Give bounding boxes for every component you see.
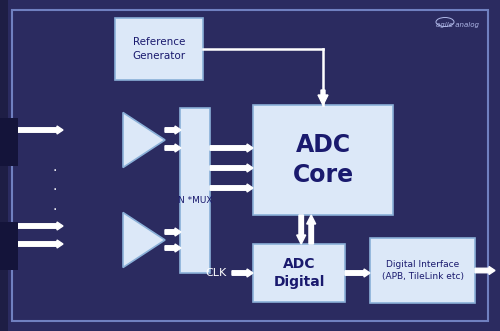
Bar: [253, 244, 345, 302]
Text: Digital Interface
(APB, TileLink etc): Digital Interface (APB, TileLink etc): [382, 260, 464, 281]
Text: agile analog: agile analog: [436, 22, 480, 28]
Polygon shape: [123, 113, 165, 167]
Text: ADC
Core: ADC Core: [292, 133, 354, 187]
Bar: [180, 108, 210, 273]
Polygon shape: [210, 184, 253, 192]
Bar: [0, 118, 18, 166]
Polygon shape: [296, 215, 306, 244]
Bar: [253, 105, 393, 215]
Text: ·
·
·: · · ·: [53, 164, 57, 216]
Polygon shape: [345, 269, 370, 277]
Polygon shape: [18, 240, 63, 248]
Bar: [370, 238, 475, 303]
Polygon shape: [306, 215, 316, 244]
Polygon shape: [210, 144, 253, 152]
Polygon shape: [123, 213, 165, 267]
Polygon shape: [18, 222, 63, 230]
Text: ADC
Digital: ADC Digital: [274, 257, 324, 289]
Text: Reference
Generator: Reference Generator: [132, 37, 186, 61]
Polygon shape: [318, 90, 328, 105]
Polygon shape: [210, 164, 253, 172]
Text: N *MUX: N *MUX: [178, 196, 212, 205]
Polygon shape: [165, 228, 181, 236]
Polygon shape: [475, 266, 495, 274]
Polygon shape: [18, 126, 63, 134]
Bar: [0, 222, 18, 270]
Polygon shape: [165, 144, 181, 152]
Bar: [115, 18, 203, 80]
Text: CLK: CLK: [206, 268, 227, 278]
Polygon shape: [165, 126, 181, 134]
Polygon shape: [232, 269, 253, 277]
Polygon shape: [165, 244, 181, 252]
